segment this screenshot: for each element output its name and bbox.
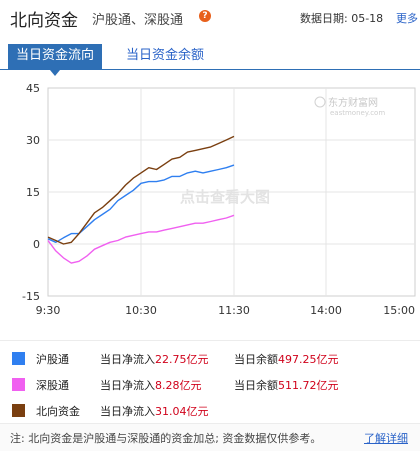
inflow-value: 8.28亿元 [155, 379, 202, 392]
module-header: 北向资金 沪股通、深股通 ? 数据日期: 05-18 更多 [0, 0, 420, 36]
question-circle-icon[interactable]: ? [199, 10, 211, 22]
legend-swatch-sh [12, 352, 25, 365]
legend-swatch-sz [12, 378, 25, 391]
inflow-label-text: 当日净流入 [100, 379, 155, 392]
legend-row-sh: 沪股通 当日净流入22.75亿元 当日余额497.25亿元 [0, 345, 420, 371]
y-tick-label: -15 [22, 290, 40, 303]
x-tick-label: 14:00 [310, 304, 342, 317]
inflow-label-text: 当日净流入 [100, 405, 155, 418]
legend-balance: 当日余额511.72亿元 [234, 377, 339, 393]
fund-flow-chart[interactable]: 东方财富网 eastmoney.com 点击查看大图 45 30 15 0 -15 9:3… [0, 76, 420, 330]
legend-row-sz: 深股通 当日净流入8.28亿元 当日余额511.72亿元 [0, 371, 420, 397]
balance-value: 497.25亿元 [278, 353, 339, 366]
tab-daily-flow[interactable]: 当日资金流向 [8, 44, 103, 76]
brand-logo-icon [314, 96, 326, 108]
chart-svg: 东方财富网 eastmoney.com 点击查看大图 45 30 15 0 -159:3… [22, 82, 416, 317]
x-tick-label: 15:00 [383, 304, 415, 317]
legend-table: 沪股通 当日净流入22.75亿元 当日余额497.25亿元 深股通 当日净流入8… [0, 340, 420, 424]
legend-swatch-north [12, 404, 25, 417]
more-link[interactable]: 更多 [396, 12, 418, 25]
balance-value: 511.72亿元 [278, 379, 339, 392]
tab-bar: 当日资金流向 当日资金余额 [0, 44, 420, 76]
y-tick-label: 30 [26, 134, 40, 147]
series-line-1 [47, 214, 235, 264]
inflow-value: 31.04亿元 [155, 405, 209, 418]
tab-daily-balance[interactable]: 当日资金余额 [126, 48, 205, 63]
watermark-overlay: 点击查看大图 [180, 188, 270, 206]
y-tick-label: 45 [26, 82, 40, 95]
y-tick-label: 15 [26, 186, 40, 199]
balance-label-text: 当日余额 [234, 379, 278, 392]
legend-inflow: 当日净流入22.75亿元 [100, 351, 209, 367]
module-subtitle[interactable]: 沪股通、深股通 [92, 13, 184, 28]
legend-balance: 当日余额497.25亿元 [234, 351, 339, 367]
legend-series-name: 沪股通 [36, 353, 69, 366]
learn-more-link[interactable]: 了解详细 [364, 432, 408, 445]
x-tick-label: 9:30 [36, 304, 61, 317]
footer-note-bar: 注: 北向资金是沪股通与深股通的资金加总; 资金数据仅供参考。 了解详细 [0, 424, 420, 451]
x-tick-label: 11:30 [218, 304, 250, 317]
balance-label-text: 当日余额 [234, 353, 278, 366]
legend-inflow: 当日净流入31.04亿元 [100, 403, 209, 419]
legend-series-name: 深股通 [36, 379, 69, 392]
watermark-brand: 东方财富网 [328, 96, 378, 109]
module-title[interactable]: 北向资金 [10, 11, 78, 31]
legend-series-name: 北向资金 [36, 405, 80, 418]
x-tick-label: 10:30 [125, 304, 157, 317]
y-tick-label: 0 [33, 238, 40, 251]
inflow-value: 22.75亿元 [155, 353, 209, 366]
legend-row-north: 北向资金 当日净流入31.04亿元 [0, 397, 420, 423]
series-line-2 [47, 135, 235, 245]
watermark-domain: eastmoney.com [330, 109, 385, 117]
legend-inflow: 当日净流入8.28亿元 [100, 377, 202, 393]
data-date-label: 数据日期: 05-18 [300, 12, 384, 25]
inflow-label-text: 当日净流入 [100, 353, 155, 366]
footer-note: 注: 北向资金是沪股通与深股通的资金加总; 资金数据仅供参考。 [10, 432, 322, 445]
